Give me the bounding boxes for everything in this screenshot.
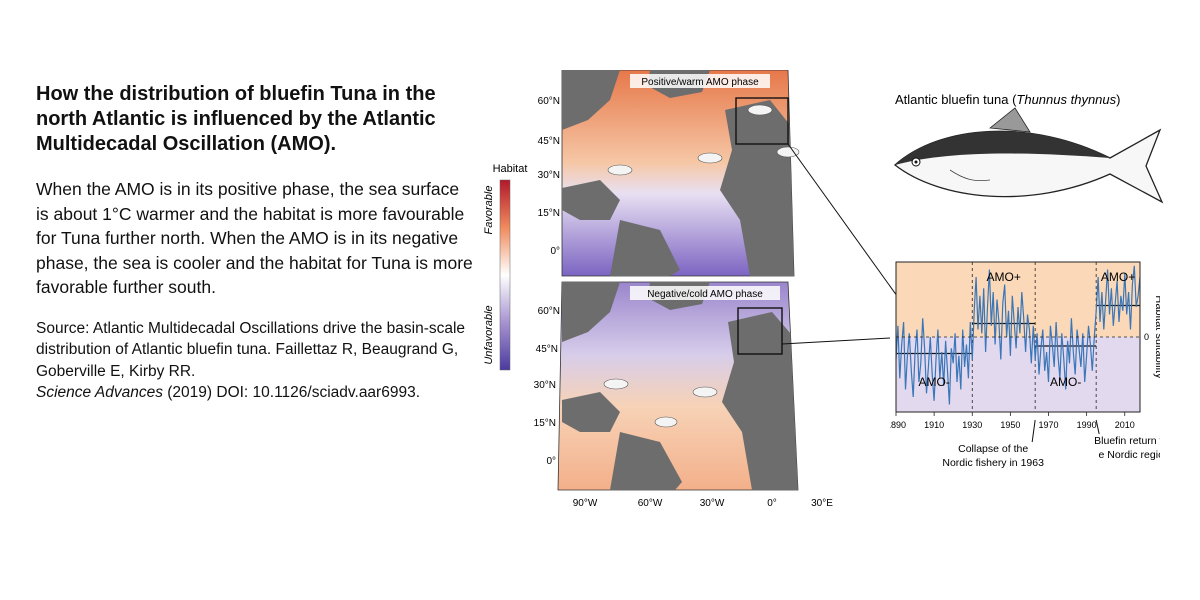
nordic-box-bottom — [737, 307, 783, 355]
land-africa-europe-bottom — [722, 312, 798, 490]
annotation-return-line2: e Nordic region — [1099, 449, 1160, 461]
habitat-color-scale — [499, 179, 511, 371]
phase-label: AMO+ — [987, 270, 1021, 284]
chart-axes — [895, 261, 1141, 416]
svg-text:30°N: 30°N — [538, 170, 560, 181]
tuna-icon — [607, 164, 633, 176]
annotation-arrow — [1095, 419, 1100, 435]
annotation-collapse-line2: Nordic fishery in 1963 — [942, 457, 1044, 469]
y-axis-label: Habitat suitability — [1153, 295, 1160, 379]
x-tick-label: 1990 — [1077, 420, 1097, 430]
annotation-collapse: Collapse of the — [958, 443, 1028, 455]
connector-line-bottom — [781, 337, 891, 345]
phase-label: AMO- — [918, 375, 949, 389]
land-south-america-bottom — [610, 432, 682, 490]
map-positive-phase: Positive/warm AMO phase — [561, 69, 795, 277]
text-column: How the distribution of bluefin Tuna in … — [36, 82, 476, 404]
svg-text:45°N: 45°N — [536, 344, 558, 355]
map-bottom-label: Negative/cold AMO phase — [647, 289, 763, 300]
svg-text:60°N: 60°N — [538, 306, 560, 317]
svg-text:0°: 0° — [767, 498, 777, 509]
x-tick-label: 1890 — [890, 420, 906, 430]
source-citation: Source: Atlantic Multidecadal Oscillatio… — [36, 318, 476, 404]
svg-text:0°: 0° — [546, 456, 556, 467]
svg-text:30°W: 30°W — [700, 498, 725, 509]
svg-text:15°N: 15°N — [538, 208, 560, 219]
svg-text:15°N: 15°N — [534, 418, 556, 429]
land-south-america-top — [610, 220, 680, 276]
x-tick-label: 1970 — [1038, 420, 1058, 430]
phase-label: AMO- — [1050, 375, 1081, 389]
legend-unfavorable: Unfavorable — [483, 305, 495, 364]
tuna-icon — [654, 416, 678, 428]
svg-text:30°E: 30°E — [811, 498, 833, 509]
journal-name: Science Advances — [36, 384, 163, 401]
plot-frame — [895, 261, 1141, 413]
tuna-illustration — [893, 107, 1164, 204]
svg-text:60°W: 60°W — [638, 498, 663, 509]
tuna-icon — [776, 146, 800, 158]
headline: How the distribution of bluefin Tuna in … — [36, 83, 436, 155]
nordic-box-top — [735, 97, 789, 145]
suitability-series-line — [895, 265, 1141, 405]
latitude-labels-top: 60°N 45°N 30°N 15°N 0° — [538, 96, 560, 257]
habitat-suitability-chart: AMO- AMO+ AMO- AMO+ 1890 1910 1930 1950 1970 1990… — [890, 261, 1160, 469]
x-tick-label: 1950 — [1000, 420, 1020, 430]
chart-labels: AMO- AMO+ AMO- AMO+ 1890 1910 1930 1950 1970 1990… — [890, 270, 1160, 469]
tuna-markers — [603, 104, 800, 428]
figure: Habitat Favorable Unfavorable Positive/w… — [470, 69, 1190, 570]
svg-text:90°W: 90°W — [573, 498, 598, 509]
legend-favorable: Favorable — [483, 186, 495, 235]
source-doi: (2019) DOI: 10.1126/sciadv.aar6993. — [162, 384, 421, 401]
x-tick-label: 1930 — [962, 420, 982, 430]
annotation-arrow — [1031, 419, 1036, 443]
svg-text:0°: 0° — [550, 246, 560, 257]
annotation-return: Bluefin return to t — [1094, 435, 1160, 447]
y-tick-label: 0 — [1144, 332, 1149, 342]
series-layer — [895, 265, 1141, 405]
svg-text:60°N: 60°N — [538, 96, 560, 107]
legend-title: Habitat — [493, 163, 528, 175]
source-text: Source: Atlantic Multidecadal Oscillatio… — [36, 319, 466, 380]
figure-svg: Habitat Favorable Unfavorable Positive/w… — [483, 69, 1164, 509]
map-negative-phase: Negative/cold AMO phase — [557, 281, 799, 491]
longitude-labels: 90°W 60°W 30°W 0° 30°E — [573, 498, 834, 509]
map-top-label: Positive/warm AMO phase — [641, 77, 759, 88]
x-tick-label: 2010 — [1115, 420, 1135, 430]
x-tick-label: 1910 — [924, 420, 944, 430]
tuna-icon — [697, 152, 723, 164]
latitude-labels-bottom: 60°N 45°N 30°N 15°N 0° — [534, 306, 560, 467]
svg-text:45°N: 45°N — [538, 136, 560, 147]
tuna-icon — [692, 386, 718, 398]
phase-label: AMO+ — [1101, 270, 1135, 284]
tuna-icon — [747, 104, 773, 116]
fish-title: Atlantic bluefin tuna (Thunnus thynnus) — [895, 92, 1120, 107]
tuna-icon — [603, 378, 629, 390]
body-paragraph: When the AMO is in its positive phase, t… — [36, 179, 473, 297]
svg-text:30°N: 30°N — [534, 380, 556, 391]
land-north-america-top — [562, 70, 620, 130]
